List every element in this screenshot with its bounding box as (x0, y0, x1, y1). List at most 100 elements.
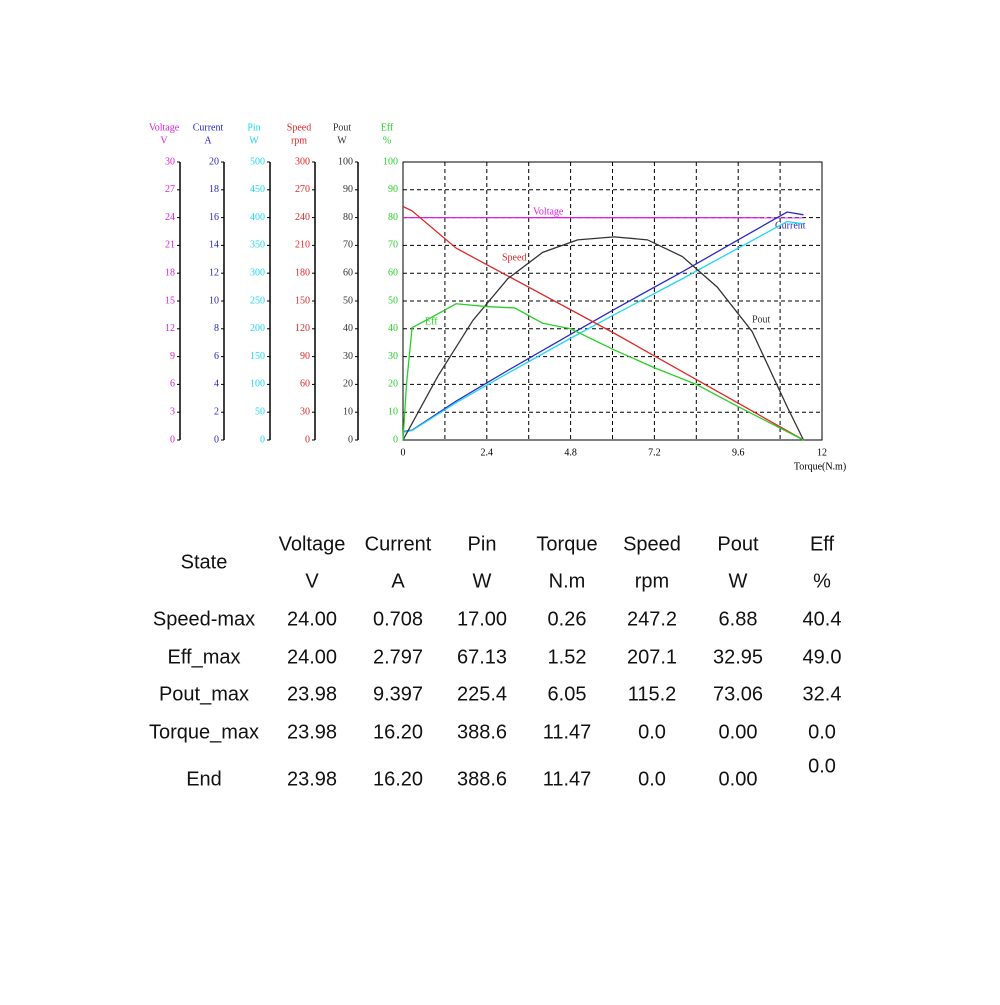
table-header: Current (365, 533, 432, 555)
table-cell: 40.4 (803, 608, 842, 630)
y-tick-label: 24 (165, 212, 175, 223)
table-cell: 32.4 (803, 683, 842, 705)
table-cell: 16.20 (373, 768, 423, 790)
table-unit: N.m (549, 570, 586, 592)
table-unit: % (813, 570, 831, 592)
y-tick-label: 100 (338, 156, 353, 167)
y-tick-label: 0 (214, 434, 219, 445)
y-tick-label: 30 (343, 351, 353, 362)
x-tick-label: 2.4 (481, 447, 494, 458)
y-tick-label: 27 (165, 184, 175, 195)
y-tick-label: 30 (165, 156, 175, 167)
y-tick-label: 20 (343, 379, 353, 390)
table-cell: 9.397 (373, 683, 423, 705)
table-cell: 247.2 (627, 608, 677, 630)
y-tick-label: 18 (165, 267, 175, 278)
y-tick-label: 8 (214, 323, 219, 334)
y-tick-label: 21 (165, 240, 175, 251)
axis-header: Speed (287, 122, 311, 133)
y-tick-label: 0 (170, 434, 175, 445)
table-cell: 0.0 (638, 768, 666, 790)
table-header: Eff (810, 533, 835, 555)
y-tick-label: 120 (295, 323, 310, 334)
table-row-label: Speed-max (153, 608, 255, 630)
y-tick-label: 90 (388, 184, 398, 195)
series-label: Eff (425, 316, 438, 327)
x-tick-label: 0 (401, 447, 406, 458)
y-tick-label: 10 (343, 406, 353, 417)
table-header: Voltage (279, 533, 346, 555)
y-tick-label: 300 (250, 267, 265, 278)
y-tick-label: 0 (348, 434, 353, 445)
table-cell: 23.98 (287, 721, 337, 743)
y-tick-label: 60 (300, 379, 310, 390)
y-tick-label: 270 (295, 184, 310, 195)
y-tick-label: 0 (305, 434, 310, 445)
table-row-label: End (186, 768, 222, 790)
plot-frame (403, 162, 822, 440)
y-tick-label: 30 (300, 406, 310, 417)
table-cell: 388.6 (457, 768, 507, 790)
y-tick-label: 20 (209, 156, 219, 167)
table-cell: 16.20 (373, 721, 423, 743)
x-tick-label: 12 (817, 447, 827, 458)
table-row-label: Torque_max (149, 721, 259, 743)
table-unit: A (391, 570, 405, 592)
table-cell: 73.06 (713, 683, 763, 705)
series-label: Speed (502, 252, 526, 263)
axis-unit: % (383, 135, 391, 146)
axis-header: Pout (333, 122, 352, 133)
table-cell: 115.2 (628, 683, 677, 705)
y-tick-label: 450 (250, 184, 265, 195)
axis-unit: W (249, 135, 259, 146)
y-tick-label: 50 (255, 406, 265, 417)
y-tick-label: 10 (388, 406, 398, 417)
table-cell: 24.00 (287, 646, 337, 668)
series-label: Pout (752, 314, 771, 325)
axis-header: Eff (381, 122, 394, 133)
y-tick-label: 200 (250, 323, 265, 334)
table-cell: 17.00 (457, 608, 507, 630)
y-tick-label: 90 (300, 351, 310, 362)
table-cell: 67.13 (457, 646, 507, 668)
y-tick-label: 14 (209, 240, 219, 251)
table-unit: rpm (635, 570, 669, 592)
table-cell: 0.0 (808, 721, 836, 743)
y-tick-label: 90 (343, 184, 353, 195)
y-tick-label: 4 (214, 379, 219, 390)
y-tick-label: 9 (170, 351, 175, 362)
table-cell: 24.00 (287, 608, 337, 630)
table-cell: 388.6 (457, 721, 507, 743)
y-tick-label: 70 (388, 240, 398, 251)
axis-header: Voltage (149, 122, 180, 133)
table-cell: 0.0 (638, 721, 666, 743)
y-tick-label: 12 (209, 267, 219, 278)
y-tick-label: 210 (295, 240, 310, 251)
y-tick-label: 50 (388, 295, 398, 306)
series-label: Voltage (533, 206, 564, 217)
table-header: Speed (623, 533, 681, 555)
table-cell: 1.52 (548, 646, 587, 668)
table-row-label: Pout_max (159, 683, 249, 705)
table-cell: 0.26 (548, 608, 587, 630)
y-tick-label: 240 (295, 212, 310, 223)
table-unit: W (729, 570, 748, 592)
y-tick-label: 20 (388, 379, 398, 390)
y-tick-label: 150 (295, 295, 310, 306)
table-row-label: Eff_max (168, 646, 241, 668)
series-line (403, 304, 803, 440)
table-cell: 207.1 (627, 646, 677, 668)
table-header: Pout (717, 533, 759, 555)
y-tick-label: 0 (393, 434, 398, 445)
y-tick-label: 180 (295, 267, 310, 278)
x-tick-label: 9.6 (732, 447, 745, 458)
y-tick-label: 300 (295, 156, 310, 167)
y-tick-label: 40 (388, 323, 398, 334)
table-unit: V (305, 570, 319, 592)
x-axis-label: Torque(N.m) (794, 461, 846, 472)
table-cell: 49.0 (803, 646, 842, 668)
table-cell: 225.4 (457, 683, 507, 705)
table-cell: 0.708 (373, 608, 423, 630)
y-tick-label: 6 (170, 379, 175, 390)
